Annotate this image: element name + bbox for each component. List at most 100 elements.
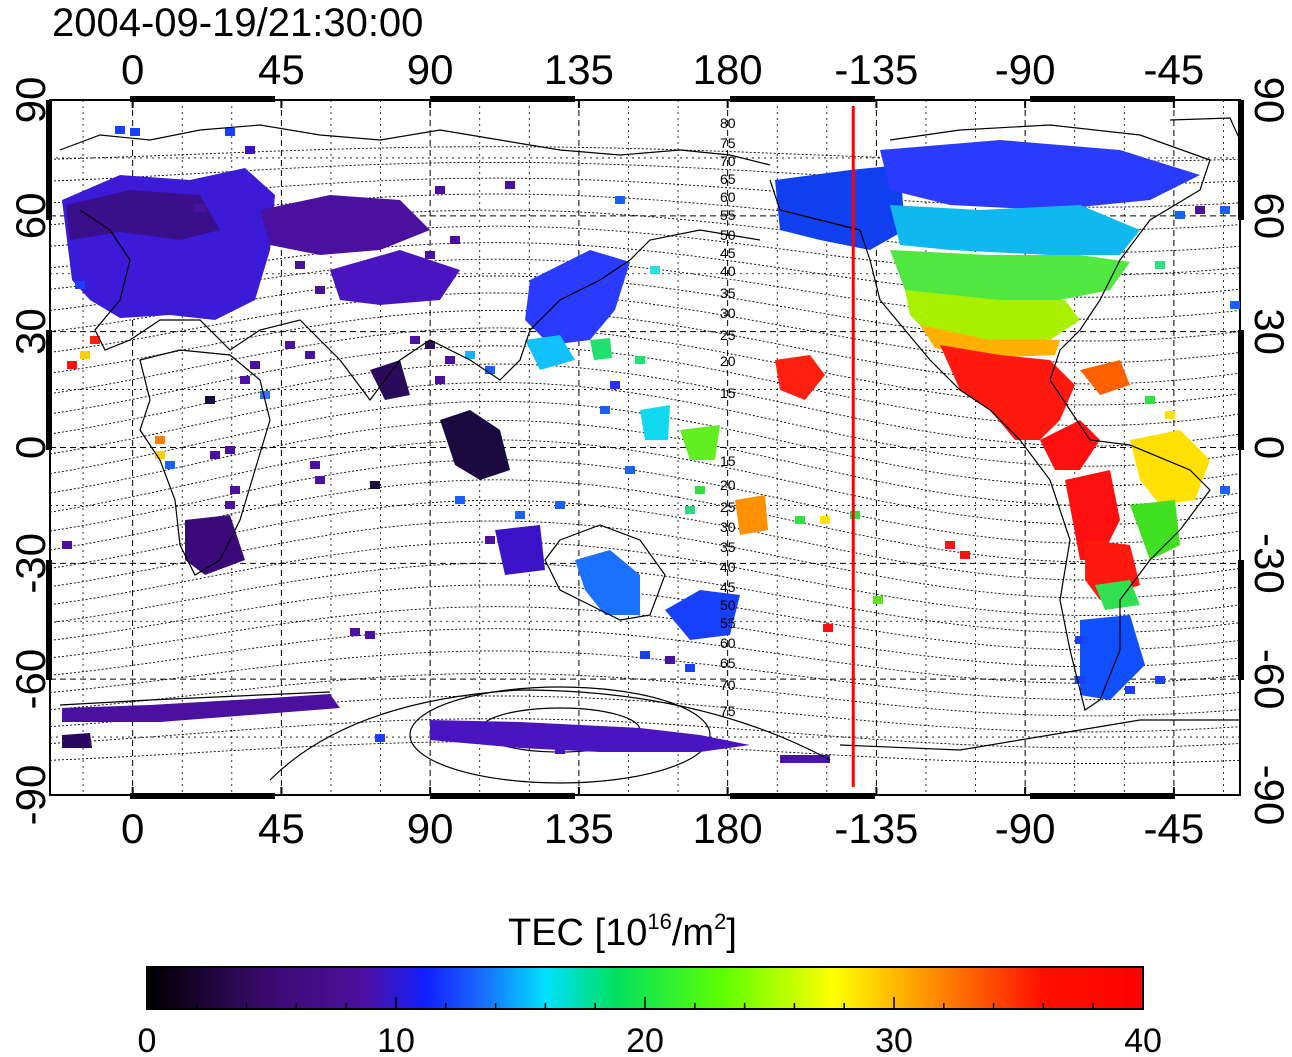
contour-line bbox=[50, 562, 1240, 634]
tec-cell bbox=[1175, 211, 1185, 219]
tec-cell bbox=[425, 341, 435, 349]
tec-cell bbox=[685, 506, 695, 514]
tec-cell bbox=[155, 451, 165, 459]
tec-region-usa-north bbox=[890, 250, 1130, 300]
tec-cell bbox=[1145, 396, 1155, 404]
tec-cell bbox=[850, 511, 860, 519]
tec-region-pacific-green bbox=[680, 425, 720, 460]
lon-tick-label-bottom: 45 bbox=[258, 805, 305, 852]
contour-label: 25 bbox=[720, 499, 736, 515]
map-axes: 0045459090135135180180-135-135-90-90-45-… bbox=[7, 46, 1292, 852]
tec-cell bbox=[240, 376, 250, 384]
tec-cell bbox=[305, 351, 315, 359]
contour-line bbox=[50, 327, 1240, 406]
lon-tick-label-top: -45 bbox=[1144, 46, 1205, 93]
tec-region-south-africa bbox=[185, 515, 245, 575]
lon-tick-label-top: -90 bbox=[995, 46, 1056, 93]
contour-line bbox=[50, 459, 1240, 544]
tec-cell bbox=[465, 351, 475, 359]
map-area: 80 75 70 65 60 55 50 45 40 35 30 25 20 15 15 20 25 30 35 40… bbox=[50, 100, 1240, 795]
tec-cell bbox=[225, 446, 235, 454]
tec-cell bbox=[225, 501, 235, 509]
contour-line bbox=[50, 718, 1240, 749]
tec-cell bbox=[820, 516, 830, 524]
lon-tick-label-bottom: 90 bbox=[407, 805, 454, 852]
lon-tick-label-top: 0 bbox=[121, 46, 144, 93]
tec-region-australia-west bbox=[495, 525, 545, 575]
contour-label: 55 bbox=[720, 615, 736, 631]
lat-tick-label-left: 0 bbox=[7, 436, 54, 459]
tec-cell bbox=[435, 376, 445, 384]
contour-line bbox=[50, 363, 1240, 447]
contour-label: 75 bbox=[720, 135, 736, 151]
tec-cell bbox=[873, 596, 883, 604]
tec-cell bbox=[1165, 411, 1175, 419]
tec-cell bbox=[425, 251, 435, 259]
tec-cell bbox=[823, 624, 833, 632]
lon-tick-label-top: 90 bbox=[407, 46, 454, 93]
tec-cell bbox=[485, 366, 495, 374]
contour-label: 70 bbox=[720, 153, 736, 169]
tec-cell bbox=[505, 181, 515, 189]
lon-tick-label-top: 45 bbox=[258, 46, 305, 93]
tec-cell bbox=[1125, 686, 1135, 694]
lon-tick-label-bottom: -90 bbox=[995, 805, 1056, 852]
tec-region-caribbean bbox=[1080, 360, 1130, 395]
contour-label: 25 bbox=[720, 327, 736, 343]
tec-cell bbox=[1220, 206, 1230, 214]
tec-region-south-america-north bbox=[1065, 470, 1120, 560]
tec-region-southeast-asia bbox=[440, 410, 510, 480]
tec-region-europe-north bbox=[66, 190, 220, 240]
tec-region-pacific-cyan bbox=[640, 405, 670, 440]
tec-cell bbox=[960, 551, 970, 559]
axis-border-segment bbox=[46, 100, 52, 220]
tec-cell bbox=[445, 356, 455, 364]
contour-polar-loop bbox=[409, 686, 711, 784]
tec-cell bbox=[795, 516, 805, 524]
axis-border-segment bbox=[46, 330, 52, 450]
contour-label: 30 bbox=[720, 519, 736, 535]
tec-cell bbox=[685, 664, 695, 672]
colorbar-tick-label: 0 bbox=[138, 1022, 157, 1057]
lat-tick-label-right: 60 bbox=[1246, 192, 1292, 239]
contour-line bbox=[50, 420, 1240, 506]
contour-line bbox=[50, 439, 1240, 526]
tec-cell bbox=[515, 511, 525, 519]
tec-cell bbox=[1155, 676, 1165, 684]
tec-cell bbox=[310, 461, 320, 469]
contour-label: 80 bbox=[720, 115, 736, 131]
lon-tick-label-top: 135 bbox=[544, 46, 614, 93]
contour-line bbox=[50, 695, 1240, 733]
lon-tick-label-bottom: -45 bbox=[1144, 805, 1205, 852]
lon-tick-label-bottom: 180 bbox=[693, 805, 763, 852]
tec-cell bbox=[555, 746, 565, 754]
lat-tick-label-right: -90 bbox=[1246, 765, 1292, 826]
colorbar-tick-label: 10 bbox=[377, 1022, 415, 1057]
tec-region-patagonia bbox=[1080, 615, 1145, 700]
tec-cell bbox=[365, 631, 375, 639]
tec-cell bbox=[1230, 301, 1240, 309]
tec-cell bbox=[155, 436, 165, 444]
tec-region-australia bbox=[575, 550, 640, 615]
contour-label: 75 bbox=[720, 703, 736, 719]
tec-cell bbox=[485, 536, 495, 544]
tec-region-east-asia bbox=[525, 250, 630, 345]
contour-line bbox=[50, 672, 1240, 717]
contour-label: 70 bbox=[720, 677, 736, 693]
tec-cell bbox=[1155, 261, 1165, 269]
contour-line bbox=[50, 741, 1240, 764]
lon-tick-label-top: -135 bbox=[834, 46, 918, 93]
axis-border-segment bbox=[430, 793, 575, 799]
colorbar-ticks: 0 10 20 30 40 bbox=[138, 997, 1162, 1057]
lon-tick-label-top: 180 bbox=[693, 46, 763, 93]
tec-cell bbox=[615, 196, 625, 204]
contour-line bbox=[50, 209, 1240, 253]
lon-tick-label-bottom: 0 bbox=[121, 805, 144, 852]
tec-cell bbox=[375, 734, 385, 742]
tec-region-siberia bbox=[260, 195, 430, 255]
contour-label: 20 bbox=[720, 477, 736, 493]
tec-cell bbox=[295, 261, 305, 269]
map-title: 2004-09-19/21:30:00 bbox=[52, 1, 423, 45]
contour-line bbox=[50, 520, 1240, 599]
tec-cell bbox=[210, 451, 220, 459]
